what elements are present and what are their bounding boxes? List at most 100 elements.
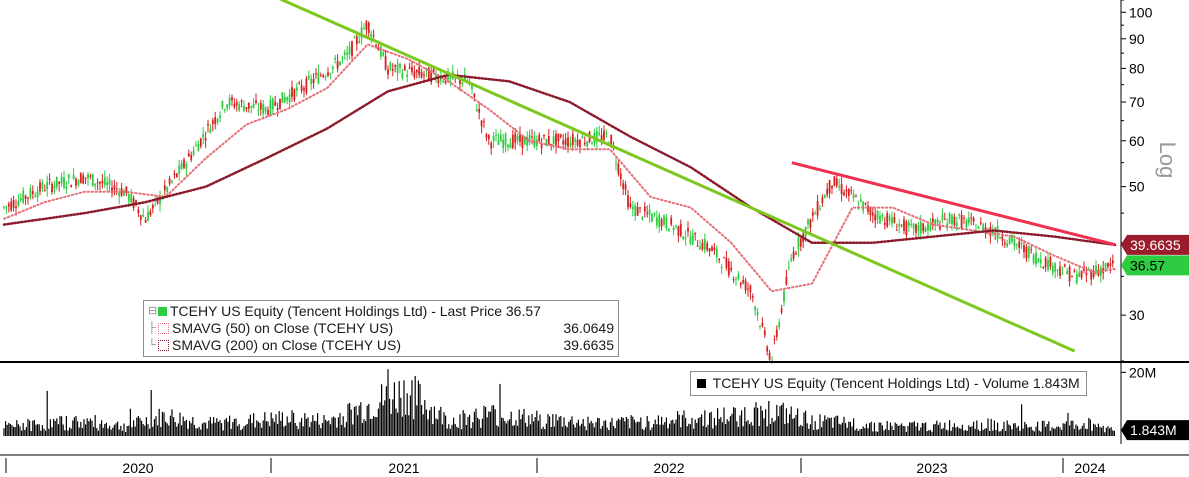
volume-bar [107, 428, 109, 436]
volume-bar [645, 427, 647, 436]
volume-bar [659, 424, 661, 436]
volume-bar [405, 414, 407, 436]
price-candle-body [730, 267, 733, 271]
volume-bar [232, 422, 234, 436]
volume-bar [717, 408, 719, 436]
price-tag: 39.6635 [1121, 234, 1189, 255]
volume-bar [603, 420, 605, 436]
price-candle-body [1011, 235, 1013, 242]
volume-bar [451, 424, 453, 436]
price-candle-body [1008, 237, 1011, 244]
volume-bar [275, 414, 277, 436]
price-candle-body [166, 187, 169, 192]
volume-bar [467, 416, 469, 436]
price-candle-body [67, 175, 70, 179]
volume-bar [368, 403, 370, 436]
volume-bar [907, 426, 909, 436]
volume-bar [899, 424, 901, 436]
volume-bar [542, 426, 544, 436]
volume-bar [145, 417, 147, 436]
volume-bar [97, 430, 99, 436]
volume-bar [366, 405, 368, 436]
volume-bar [168, 425, 170, 436]
volume-bar [896, 423, 898, 436]
price-candle-body [435, 74, 437, 80]
volume-bar [40, 430, 42, 436]
volume-bar [934, 423, 936, 436]
x-tick-label: 2024 [1074, 460, 1105, 476]
price-candle-body [216, 118, 219, 123]
volume-bar [96, 428, 98, 436]
volume-bar [1110, 427, 1112, 436]
price-candle-body [624, 184, 627, 190]
price-candle-body [1051, 266, 1054, 273]
volume-bar [1069, 425, 1071, 436]
volume-bar [686, 426, 688, 436]
volume-bar [662, 424, 664, 436]
volume-bar [704, 410, 706, 436]
volume-bar [432, 423, 434, 436]
volume-bar [136, 417, 138, 436]
volume-bar [157, 425, 159, 436]
price-candle-body [919, 221, 922, 234]
volume-bar [1064, 423, 1066, 436]
volume-bar [163, 412, 165, 436]
price-candle-body [936, 219, 939, 224]
price-candle-body [646, 212, 649, 214]
price-candle-body [783, 290, 785, 302]
price-candle-body [924, 227, 927, 232]
price-candle-body [1056, 269, 1059, 271]
volume-bar [1086, 429, 1088, 436]
volume-bar [1057, 426, 1059, 436]
price-candle-body [185, 164, 188, 169]
volume-bar [784, 423, 786, 436]
volume-bar [197, 428, 199, 436]
volume-bar [541, 428, 543, 436]
volume-bar [307, 417, 309, 436]
volume-bar [729, 416, 731, 436]
volume-bar [475, 408, 477, 436]
price-candle-body [550, 143, 553, 146]
price-candle-body [391, 69, 394, 71]
volume-bar [592, 423, 594, 436]
price-candle-body [94, 183, 97, 186]
price-candle-body [979, 222, 982, 224]
volume-bar [24, 429, 26, 436]
volume-bar [504, 421, 506, 436]
volume-bar [227, 421, 229, 436]
volume-bar [166, 423, 168, 436]
volume-bar [718, 418, 720, 436]
volume-bar [901, 423, 903, 436]
volume-bar [800, 424, 802, 436]
volume-bar [758, 426, 760, 436]
volume-bar [14, 427, 16, 436]
volume-bar [581, 423, 583, 436]
volume-bar [811, 415, 813, 436]
volume-bar [429, 410, 431, 436]
volume-bar [254, 427, 256, 436]
volume-bar [88, 421, 90, 436]
volume-bar [22, 422, 24, 436]
volume-bar [1067, 412, 1069, 436]
volume-bar [910, 422, 912, 436]
price-candle-body [286, 97, 289, 101]
volume-bar [472, 422, 474, 436]
volume-bar [765, 409, 767, 436]
price-candle-body [725, 257, 728, 268]
volume-bar [755, 402, 757, 436]
volume-bar [203, 422, 205, 436]
volume-bar [563, 417, 565, 436]
price-candle-body [723, 257, 725, 259]
price-candle-body [387, 69, 389, 75]
volume-bar [971, 426, 973, 436]
volume-bar [1024, 421, 1026, 436]
volume-bar [944, 422, 946, 436]
volume-bar [670, 420, 672, 436]
volume-bar [217, 421, 219, 436]
price-candle-body [89, 175, 92, 177]
price-candle-body [869, 207, 872, 216]
price-candle-body [437, 79, 440, 84]
price-candle-body [375, 44, 377, 48]
volume-bar [144, 425, 146, 436]
price-candle-body [19, 198, 22, 201]
